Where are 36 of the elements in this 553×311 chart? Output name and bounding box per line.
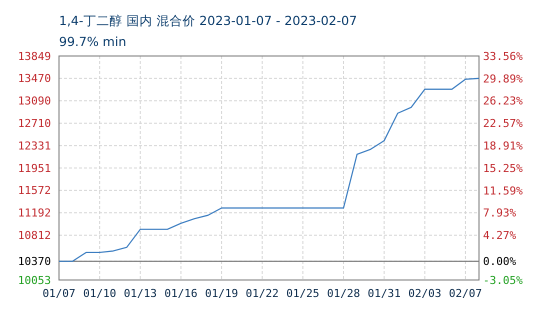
y-tick-label: 10812 [18, 229, 51, 242]
x-tick-label: 01/22 [246, 287, 279, 300]
y-tick-label: 10370 [18, 255, 51, 268]
y2-tick-label: 18.91% [483, 139, 524, 152]
y2-tick-label: 0.00% [483, 255, 516, 268]
x-tick-label: 02/07 [448, 287, 482, 300]
y2-tick-label: 4.27% [483, 229, 516, 242]
chart-subtitle: 99.7% min [59, 34, 126, 49]
y-tick-label: 12710 [18, 117, 51, 130]
y-tick-label: 13849 [18, 50, 51, 63]
y2-tick-label: 29.89% [483, 72, 524, 86]
y-tick-label: 13470 [18, 72, 51, 86]
x-tick-label: 01/28 [326, 287, 360, 300]
x-tick-label: 01/07 [42, 287, 76, 300]
y-tick-label: 11192 [18, 206, 51, 220]
y-tick-label: 11951 [18, 162, 51, 175]
y2-tick-label: 26.23% [483, 94, 524, 108]
x-tick-label: 01/16 [164, 287, 198, 300]
y2-tick-label: 7.93% [483, 206, 516, 220]
line-series [58, 78, 480, 262]
y2-tick-label: 11.59% [483, 184, 524, 198]
chart-title: 1,4-丁二醇 国内 混合价 2023-01-07 - 2023-02-07 [59, 13, 358, 28]
y-tick-label: 10053 [18, 274, 51, 287]
y-tick-label: 11572 [18, 184, 51, 198]
y2-tick-label: 15.25% [483, 162, 524, 175]
x-tick-label: 01/25 [286, 287, 320, 300]
y2-tick-label: -3.05% [483, 274, 524, 287]
x-tick-label: 01/19 [205, 287, 238, 300]
y2-tick-label: 22.57% [483, 117, 524, 130]
x-tick-label: 01/10 [83, 287, 116, 300]
y-tick-label: 12331 [18, 139, 51, 152]
x-tick-label: 01/13 [124, 287, 157, 300]
x-tick-label: 02/03 [408, 287, 442, 300]
x-tick-label: 01/31 [368, 287, 401, 300]
y-tick-label: 13090 [18, 94, 51, 108]
y2-tick-label: 33.56% [483, 50, 524, 63]
